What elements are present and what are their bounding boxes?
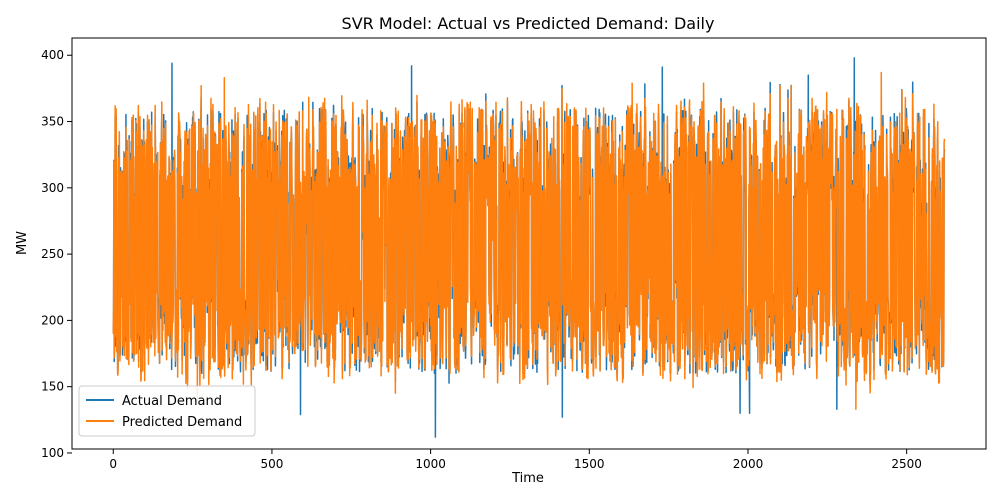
x-axis: 0 500 1000 1500 2000 2500 bbox=[109, 449, 922, 471]
y-tick-label: 150 bbox=[41, 380, 64, 394]
y-tick-label: 350 bbox=[41, 115, 64, 129]
y-tick-label: 200 bbox=[41, 313, 64, 327]
legend-label-predicted: Predicted Demand bbox=[122, 415, 242, 430]
x-tick-label: 1500 bbox=[574, 457, 605, 471]
y-tick-label: 250 bbox=[41, 247, 64, 261]
legend-box bbox=[78, 385, 256, 437]
x-tick-label: 2500 bbox=[891, 457, 922, 471]
plot-area bbox=[71, 37, 987, 450]
y-axis-label: MW bbox=[15, 231, 30, 255]
y-tick-label: 100 bbox=[41, 446, 64, 460]
legend-label-actual: Actual Demand bbox=[122, 394, 222, 409]
x-tick-label: 500 bbox=[260, 457, 283, 471]
plot-frame bbox=[71, 37, 987, 450]
series-layer bbox=[112, 57, 946, 438]
chart-title: SVR Model: Actual vs Predicted Demand: D… bbox=[342, 14, 715, 33]
x-axis-label: Time bbox=[511, 471, 544, 486]
series-line-predicted-demand bbox=[112, 71, 946, 410]
x-tick-label: 2000 bbox=[733, 457, 764, 471]
y-tick-label: 400 bbox=[41, 48, 64, 62]
y-tick-label: 300 bbox=[41, 181, 64, 195]
x-tick-label: 0 bbox=[109, 457, 117, 471]
x-tick-label: 1000 bbox=[415, 457, 446, 471]
y-axis: 100 150 200 250 300 350 400 bbox=[41, 48, 72, 460]
legend: Actual Demand Predicted Demand bbox=[78, 385, 256, 437]
